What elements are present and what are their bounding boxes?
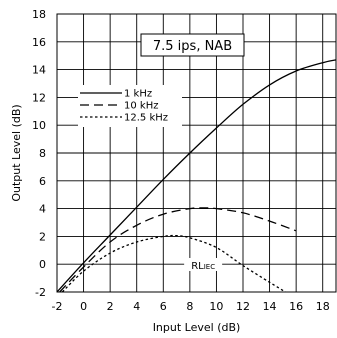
y-tick-label: 10 (32, 119, 46, 132)
series-line-2 (59, 207, 297, 293)
x-tick-label: 0 (80, 300, 87, 313)
annotation-box: 7.5 ips, NAB (140, 33, 245, 57)
x-tick-label: 4 (133, 300, 140, 313)
series-line-1 (56, 59, 337, 293)
legend-label: 10 kHz (124, 101, 158, 112)
rl-annotation: RLIEC (184, 257, 223, 272)
x-tick-label: 8 (186, 300, 193, 313)
y-tick-label: 0 (39, 258, 46, 271)
x-axis-label: Input Level (dB) (153, 321, 241, 334)
legend-background (78, 85, 182, 127)
series-line-3 (61, 234, 286, 293)
y-tick-label: 4 (39, 203, 46, 216)
legend-label: 12.5 kHz (124, 113, 168, 124)
x-tick-label: 10 (209, 300, 223, 313)
y-tick-label: -2 (35, 286, 46, 299)
y-axis-label: Output Level (dB) (10, 104, 23, 201)
x-tick-label: 16 (289, 300, 303, 313)
rl-annotation-sub: IEC (204, 263, 215, 271)
x-tick-label: -2 (52, 300, 63, 313)
tick-labels: -2 0 2 4 6 8 10 12 14 16 18 -2 0 2 4 6 8 10 12 14 16 18 (32, 8, 330, 313)
x-tick-label: 2 (107, 300, 114, 313)
y-tick-label: 6 (39, 175, 46, 188)
rl-annotation-main: RL (191, 261, 204, 272)
series-lines (56, 59, 337, 293)
y-tick-label: 16 (32, 36, 46, 49)
x-tick-label: 12 (236, 300, 250, 313)
x-tick-label: 14 (263, 300, 277, 313)
y-tick-label: 14 (32, 64, 46, 77)
x-tick-label: 18 (316, 300, 330, 313)
y-tick-label: 12 (32, 91, 46, 104)
legend-label: 1 kHz (124, 89, 152, 100)
y-tick-label: 18 (32, 8, 46, 21)
y-tick-label: 2 (39, 230, 46, 243)
annotation-box-text: 7.5 ips, NAB (153, 39, 232, 54)
x-tick-label: 6 (160, 300, 167, 313)
y-tick-label: 8 (39, 147, 46, 160)
rl-annotation-text: RLIEC (191, 261, 215, 272)
plot-frame (56, 13, 337, 293)
